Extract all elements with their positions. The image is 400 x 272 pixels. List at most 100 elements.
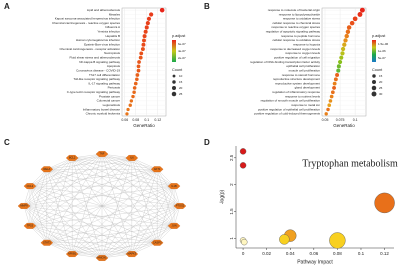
dot	[336, 64, 341, 69]
node	[167, 183, 181, 190]
size-legend-dot	[371, 85, 377, 91]
size-legend-label: 30	[379, 92, 383, 96]
dot	[142, 34, 147, 39]
edge	[29, 157, 73, 226]
dot	[140, 47, 145, 52]
x-tick-label: 0.08	[132, 118, 139, 122]
dot	[335, 72, 340, 77]
node	[17, 203, 31, 209]
y-tick-label: Hepatitis B	[105, 34, 120, 38]
dot	[346, 25, 352, 30]
y-tick-label: Lipid and atherosclerosis	[87, 8, 121, 12]
node-label: IL1B	[171, 184, 177, 188]
y-tick-label: Toll-like receptor signaling pathway	[73, 77, 120, 81]
dot	[135, 73, 140, 77]
y-tick-label: response to steroid hormone	[282, 73, 321, 77]
edge	[46, 242, 73, 255]
point	[239, 148, 247, 155]
edge	[46, 157, 73, 170]
node	[40, 166, 54, 173]
node	[23, 183, 37, 190]
size-legend-dot	[171, 91, 177, 97]
y-tick-label: Chemical carcinogenesis - receptor activ…	[59, 47, 120, 51]
edge	[23, 205, 158, 243]
edge	[131, 205, 181, 255]
dot	[132, 90, 136, 94]
edge	[72, 157, 103, 259]
legend-title: p.adjust	[172, 34, 186, 38]
x-tick-label: 0.08	[333, 251, 342, 256]
size-legend-label: 25	[179, 92, 183, 96]
node-label: CASP3	[153, 240, 162, 244]
edge	[46, 157, 132, 243]
y-tick-label: Measles	[109, 12, 121, 16]
edge	[72, 157, 175, 187]
dot	[142, 38, 146, 43]
dot	[339, 55, 344, 60]
dot	[333, 77, 338, 82]
y-tick-label: Chemical carcinogenesis - reactive oxyge…	[52, 21, 121, 25]
node	[125, 155, 139, 161]
y-tick-label: 1	[229, 237, 234, 240]
dot	[328, 99, 333, 103]
dot	[126, 107, 130, 112]
dot	[144, 25, 149, 30]
size-legend-label: 25	[379, 86, 383, 90]
colorbar-label: 2e-07	[178, 56, 186, 60]
dot	[344, 33, 349, 39]
edge	[46, 185, 175, 243]
node-label: HMOX1	[97, 256, 107, 260]
dot	[141, 42, 146, 47]
edge	[46, 169, 132, 255]
x-tick-label: 0.12	[154, 118, 161, 122]
x-tick-label: 0.02	[262, 251, 271, 256]
edge	[29, 225, 73, 255]
node-label: IL6	[130, 156, 134, 160]
edge	[29, 157, 73, 187]
dot	[136, 64, 141, 69]
edge	[101, 225, 175, 259]
dot	[136, 68, 141, 73]
colorbar-label: 4e-07	[178, 49, 186, 53]
x-tick-label: 0.06	[309, 251, 318, 256]
edge	[72, 153, 103, 255]
x-tick-label: 0.1	[353, 118, 358, 122]
point	[374, 192, 395, 214]
node-label: MAPK3	[127, 252, 136, 256]
y-tick-label: Kaposi sarcoma-associated herpesvirus in…	[55, 17, 121, 21]
y-tick-label: Influenza A	[105, 25, 120, 29]
dot	[357, 12, 363, 17]
dot	[128, 103, 132, 107]
y-tick-label: response to decreased oxygen levels	[270, 47, 320, 51]
dot	[135, 77, 139, 82]
x-tick-label: 0.1	[144, 118, 149, 122]
y-tick-label: epithelial cell proliferation	[286, 64, 320, 68]
node	[95, 255, 109, 261]
y-tick-label: 2	[229, 183, 234, 186]
dot	[149, 12, 154, 17]
x-tick-label: 0.05	[322, 118, 329, 122]
edge	[23, 169, 47, 207]
y-tick-label: response to hypoxia	[293, 43, 320, 47]
dot	[143, 29, 148, 34]
x-axis-label: GeneRatio	[333, 123, 355, 128]
colorbar-label: 1.5e-06	[378, 42, 389, 46]
y-tick-label: response to oxygen levels	[285, 51, 320, 55]
dot	[133, 81, 138, 86]
edge	[23, 157, 73, 207]
edge	[72, 157, 132, 255]
edge	[46, 157, 73, 243]
size-legend-dot	[172, 74, 176, 78]
panel-letter: A	[4, 2, 10, 11]
size-legend-dot	[371, 91, 377, 97]
x-tick-label: 0.04	[286, 251, 295, 256]
y-tick-label: Fluid shear stress and atherosclerosis	[69, 55, 120, 59]
y-tick-label: positive regulation of epithelial cell p…	[258, 107, 320, 111]
y-tick-label: cellular response to oxidative stress	[272, 38, 320, 42]
node-label: NFKB1	[68, 252, 77, 256]
dot	[329, 94, 334, 99]
y-tick-label: response to lipopolysaccharide	[279, 12, 321, 16]
edge	[23, 205, 175, 227]
edge	[72, 157, 181, 207]
